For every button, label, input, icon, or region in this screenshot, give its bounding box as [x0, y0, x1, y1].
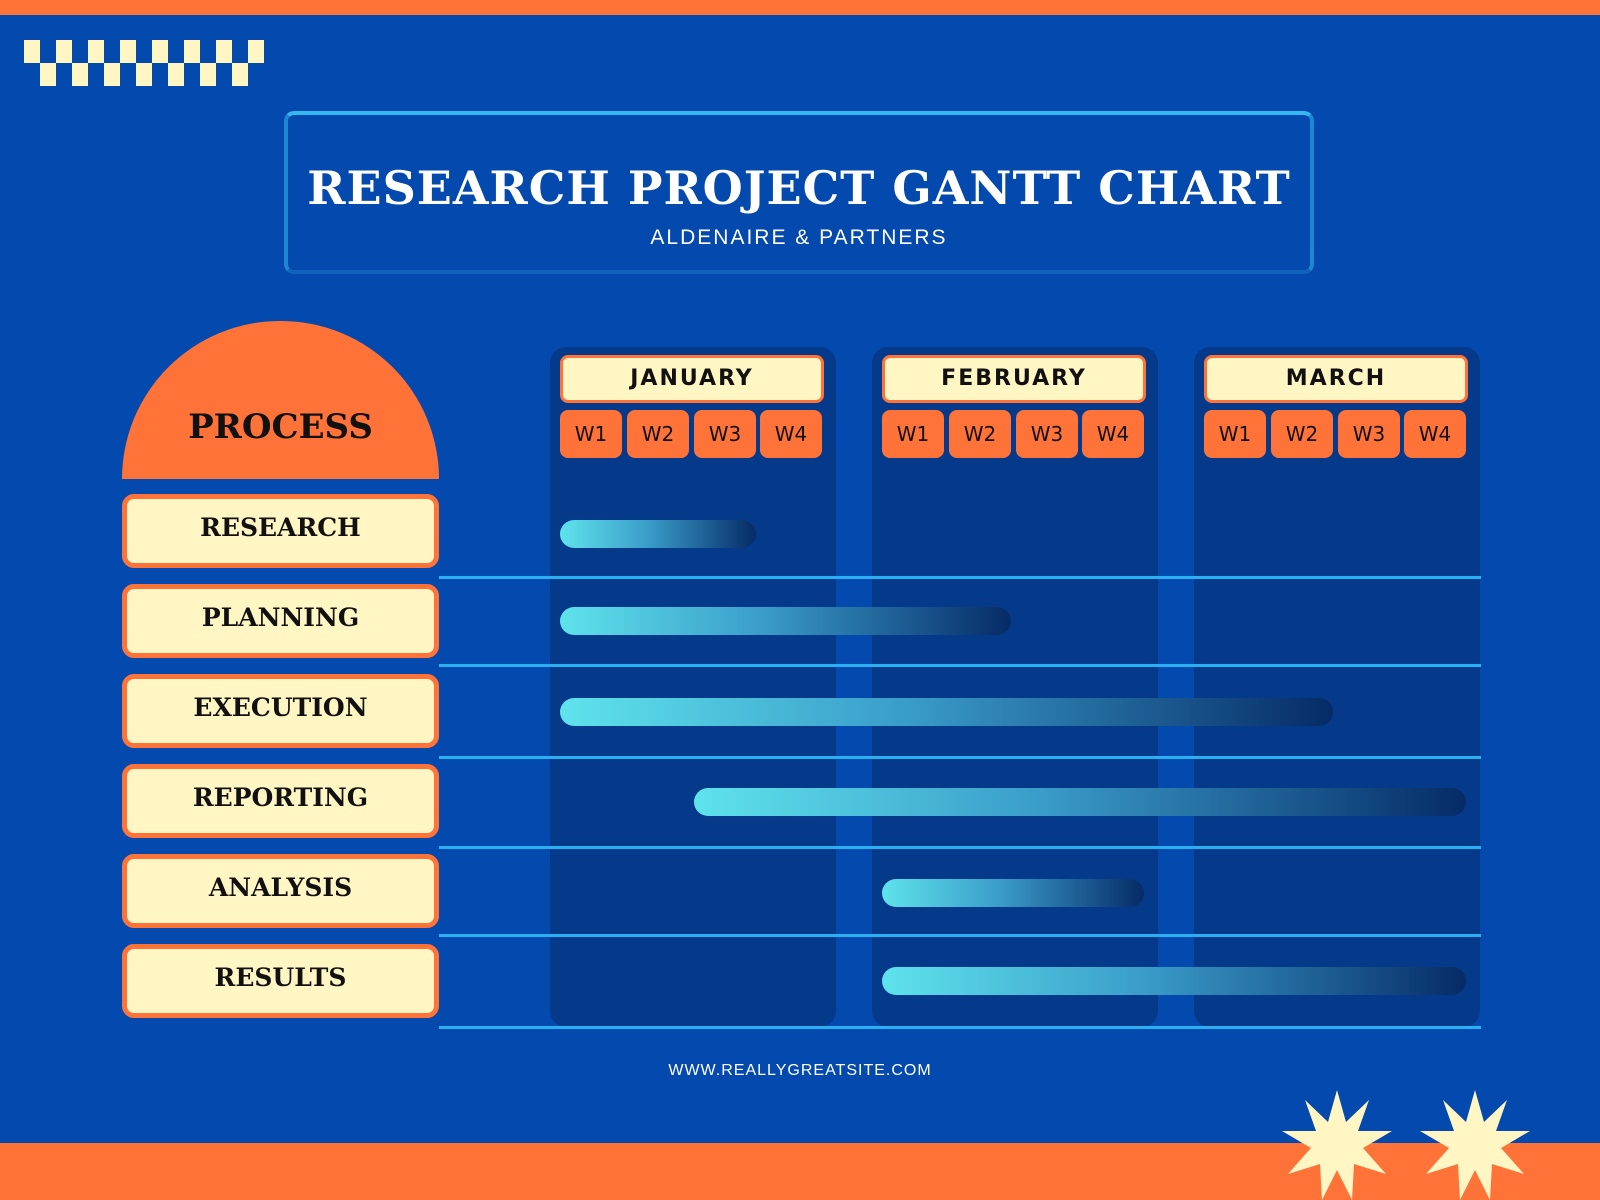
week-label: W4 — [1404, 410, 1466, 458]
page-title: RESEARCH PROJECT GANTT CHART — [307, 161, 1291, 215]
gantt-bar-execution — [560, 698, 1333, 726]
week-label: W4 — [760, 410, 822, 458]
week-label: W2 — [949, 410, 1011, 458]
week-label: W3 — [1338, 410, 1400, 458]
process-header-label: PROCESS — [188, 407, 373, 447]
row-divider — [439, 576, 1481, 579]
week-label: W3 — [694, 410, 756, 458]
row-divider — [439, 934, 1481, 937]
week-label: W1 — [1204, 410, 1266, 458]
process-header: PROCESS — [122, 321, 439, 479]
month-label-february: FEBRUARY — [882, 355, 1146, 403]
week-label: W2 — [1271, 410, 1333, 458]
row-divider — [439, 1026, 1481, 1029]
process-item-analysis: ANALYSIS — [122, 854, 439, 928]
gantt-bar-planning — [560, 607, 1011, 635]
page-subtitle: ALDENAIRE & PARTNERS — [650, 226, 948, 249]
top-accent-bar — [0, 0, 1600, 15]
month-panel-march — [1194, 347, 1480, 1027]
starburst-icon — [1282, 1090, 1392, 1200]
gantt-bar-reporting — [694, 788, 1466, 816]
title-box: RESEARCH PROJECT GANTT CHART ALDENAIRE &… — [284, 111, 1314, 274]
week-label: W1 — [882, 410, 944, 458]
week-label: W1 — [560, 410, 622, 458]
month-panel-february — [872, 347, 1158, 1027]
week-label: W4 — [1082, 410, 1144, 458]
process-item-results: RESULTS — [122, 944, 439, 1018]
row-divider — [439, 756, 1481, 759]
month-label-january: JANUARY — [560, 355, 824, 403]
checker-pattern-icon — [24, 40, 264, 86]
process-item-planning: PLANNING — [122, 584, 439, 658]
week-label: W2 — [627, 410, 689, 458]
process-item-research: RESEARCH — [122, 494, 439, 568]
gantt-bar-results — [882, 967, 1466, 995]
month-panel-january — [550, 347, 836, 1027]
process-item-execution: EXECUTION — [122, 674, 439, 748]
row-divider — [439, 664, 1481, 667]
process-item-reporting: REPORTING — [122, 764, 439, 838]
gantt-bar-research — [560, 520, 756, 548]
row-divider — [439, 846, 1481, 849]
week-label: W3 — [1016, 410, 1078, 458]
month-label-march: MARCH — [1204, 355, 1468, 403]
gantt-bar-analysis — [882, 879, 1144, 907]
starburst-icon — [1420, 1090, 1530, 1200]
footer-url: WWW.REALLYGREATSITE.COM — [668, 1062, 932, 1079]
